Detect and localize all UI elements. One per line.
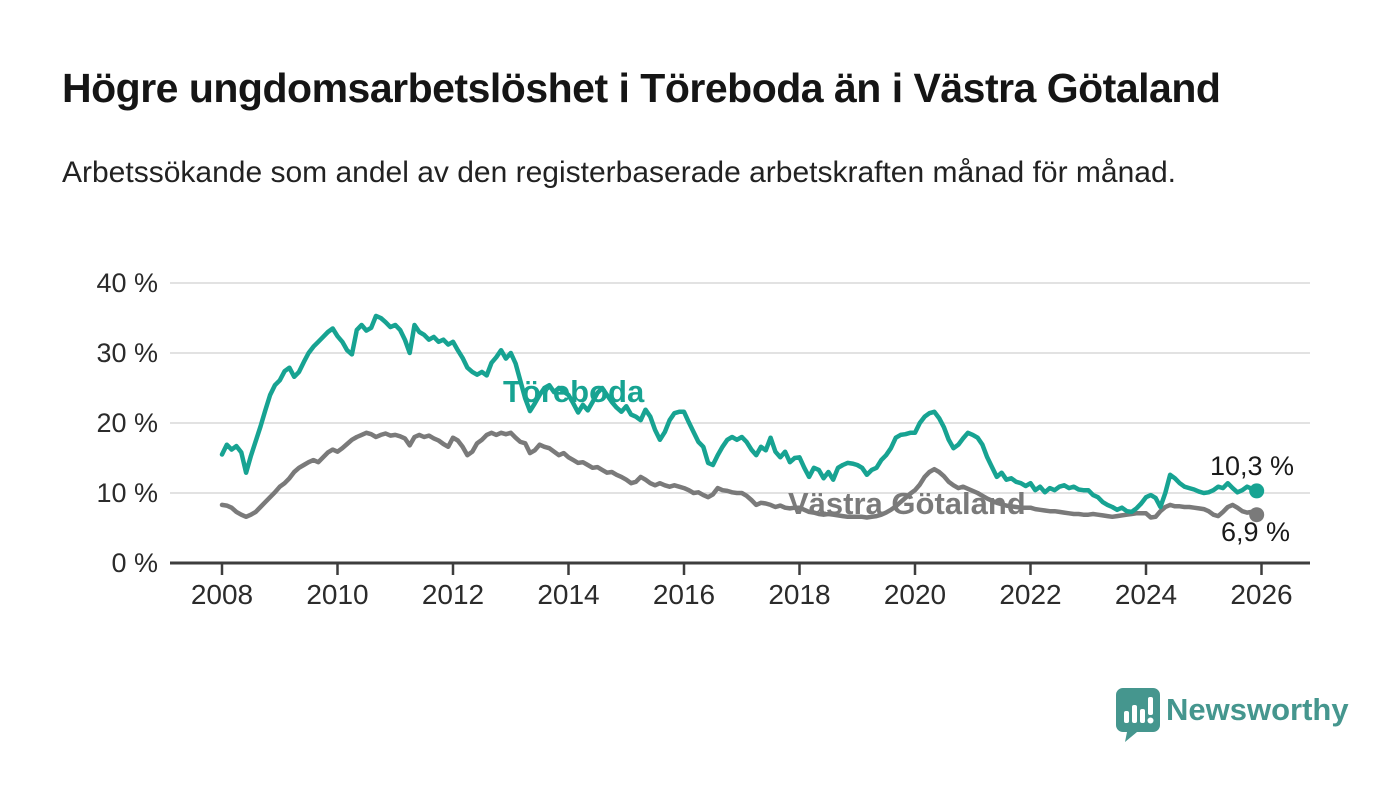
- page-title: Högre ungdomsarbetslöshet i Töreboda än …: [62, 65, 1221, 111]
- x-tick-label: 2010: [306, 579, 369, 610]
- x-tick-label: 2016: [652, 579, 716, 610]
- series-label-vastra-gotaland: Västra Götaland: [788, 486, 1026, 521]
- y-tick-label: 10 %: [96, 478, 158, 508]
- newsworthy-brand-text: Newsworthy: [1166, 692, 1349, 727]
- x-tick-label: 2026: [1230, 579, 1293, 610]
- y-tick-label: 0 %: [111, 548, 158, 578]
- x-tick-label: 2022: [999, 579, 1062, 610]
- y-tick-label: 40 %: [96, 268, 158, 298]
- chart-subtitle: Arbetssökande som andel av den registerb…: [62, 156, 1176, 189]
- newsworthy-logo-icon: [1116, 688, 1160, 742]
- series-line-toreboda: [219, 313, 1259, 515]
- y-tick-label: 30 %: [96, 338, 158, 368]
- end-value-vastra-gotaland: 6,9 %: [1220, 517, 1290, 547]
- x-tick-label: 2024: [1114, 579, 1178, 610]
- y-tick-label: 20 %: [96, 408, 158, 438]
- series-end-dot-toreboda: [1249, 483, 1265, 499]
- series-line-vastra-gotaland: [219, 430, 1259, 520]
- x-tick-label: 2018: [768, 579, 831, 610]
- x-tick-label: 2012: [421, 579, 485, 610]
- series-label-toreboda: Töreboda: [503, 374, 645, 409]
- x-tick-label: 2020: [883, 579, 947, 610]
- x-tick-label: 2008: [190, 579, 254, 610]
- series-end-dot-vastra-gotaland: [1249, 507, 1265, 523]
- x-tick-label: 2014: [537, 579, 600, 610]
- end-value-toreboda: 10,3 %: [1209, 451, 1294, 481]
